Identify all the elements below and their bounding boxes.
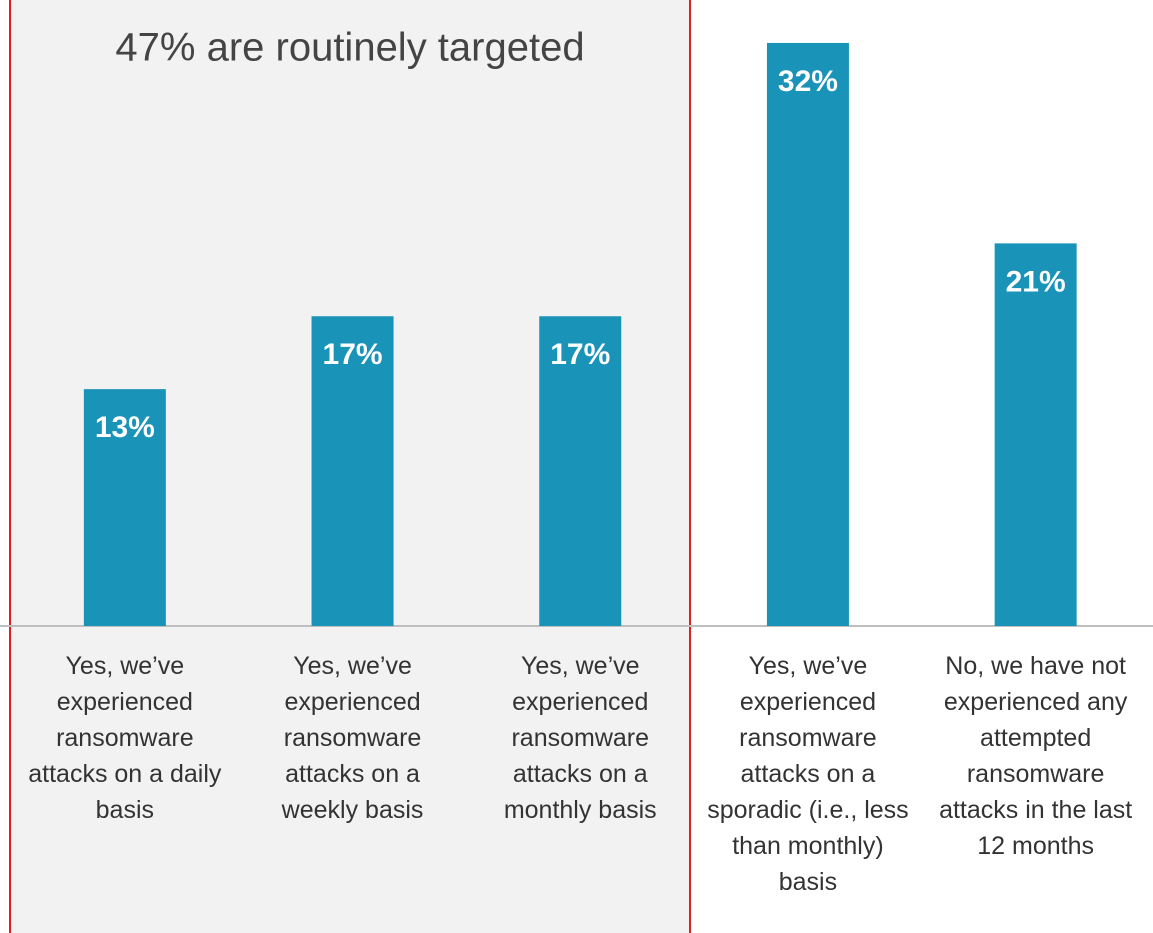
bar <box>311 316 394 626</box>
bar <box>994 243 1077 626</box>
value-label: 21% <box>1006 265 1066 298</box>
value-label: 13% <box>95 411 155 444</box>
bar <box>83 389 166 626</box>
annotation: 47% are routinely targeted <box>115 26 584 70</box>
category-label: Yes, we’ve experienced ransomware attack… <box>707 652 909 896</box>
category-label: No, we have not experienced any attempte… <box>939 652 1133 860</box>
value-label: 32% <box>778 65 838 98</box>
category-label: Yes, we’ve experienced ransomware attack… <box>503 652 657 824</box>
bar <box>539 316 622 626</box>
value-label: 17% <box>550 338 610 371</box>
value-label: 17% <box>323 338 383 371</box>
category-label: Yes, we’ve experienced ransomware attack… <box>281 652 424 824</box>
bar <box>766 42 849 626</box>
category-label: Yes, we’ve experienced ransomware attack… <box>28 652 222 824</box>
